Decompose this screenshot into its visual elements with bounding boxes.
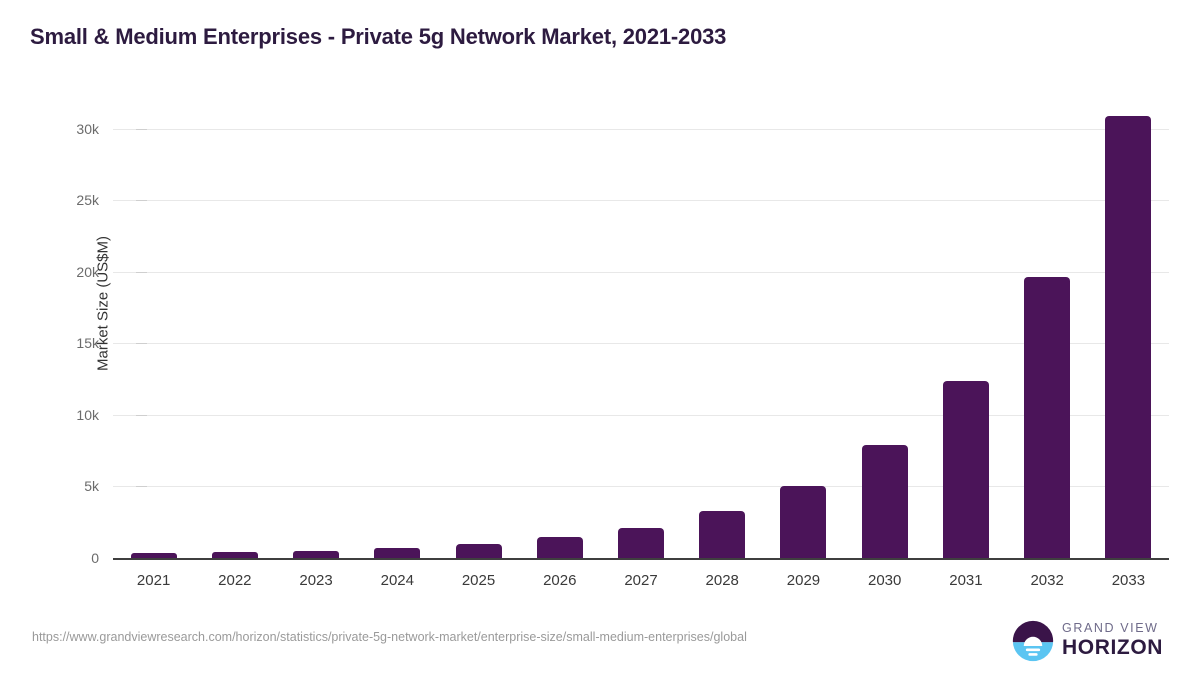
x-tick-label-2031: 2031 xyxy=(949,572,983,589)
x-tick-label-2022: 2022 xyxy=(218,572,252,589)
x-tick-label-2025: 2025 xyxy=(461,572,496,589)
page-title: Small & Medium Enterprises - Private 5g … xyxy=(30,24,727,49)
x-axis-line xyxy=(113,558,1169,560)
y-tick-label: 10k xyxy=(76,406,99,423)
y-axis-title: Market Size (US$M) xyxy=(94,235,112,372)
gridline xyxy=(113,200,1169,202)
y-tick-label: 20k xyxy=(76,263,99,280)
bars-layer xyxy=(113,100,1169,558)
y-tick-mark xyxy=(136,128,147,130)
y-tick-mark xyxy=(136,200,147,202)
logo-wordmark: GRAND VIEW HORIZON xyxy=(1062,621,1163,659)
source-url[interactable]: https://www.grandviewresearch.com/horizo… xyxy=(32,630,747,644)
x-tick-label-2033: 2033 xyxy=(1111,572,1146,589)
bar-2029[interactable] xyxy=(780,485,827,558)
gridline xyxy=(113,128,1169,130)
bar-2026[interactable] xyxy=(536,537,583,558)
bar-2022[interactable] xyxy=(211,552,258,558)
x-tick-label-2032: 2032 xyxy=(1030,572,1064,589)
y-tick-mark xyxy=(136,414,147,416)
bar-2024[interactable] xyxy=(374,548,421,558)
bar-2028[interactable] xyxy=(699,511,746,558)
brand-logo[interactable]: GRAND VIEW HORIZON xyxy=(1012,617,1164,665)
logo-bottom-text: HORIZON xyxy=(1062,636,1164,659)
y-tick-label: 25k xyxy=(76,192,99,209)
bar-2021[interactable] xyxy=(130,553,177,558)
y-tick-mark xyxy=(136,343,147,345)
y-tick-label: 15k xyxy=(76,335,99,352)
bar-2031[interactable] xyxy=(942,380,989,558)
gridline xyxy=(113,486,1169,488)
x-tick-label-2027: 2027 xyxy=(624,572,658,589)
x-tick-label-2028: 2028 xyxy=(705,572,739,589)
x-tick-label-2024: 2024 xyxy=(380,572,414,589)
x-tick-label-2023: 2023 xyxy=(299,572,333,589)
y-tick-label: 0 xyxy=(91,550,99,566)
gridline xyxy=(113,271,1169,273)
x-tick-label-2029: 2029 xyxy=(786,572,821,589)
y-tick-label: 30k xyxy=(76,120,99,137)
bar-2025[interactable] xyxy=(455,544,502,558)
plot-area xyxy=(113,100,1169,559)
x-tick-label-2030: 2030 xyxy=(868,572,902,589)
bar-2027[interactable] xyxy=(618,527,664,558)
y-tick-label: 5k xyxy=(84,478,99,495)
y-axis-ticks: 0 5k 10k 15k 20k 25k 30k xyxy=(35,100,147,566)
x-axis-labels: 2021 2022 2023 2024 2025 2026 2027 2028 2029 2030… xyxy=(113,572,1169,598)
bar-2030[interactable] xyxy=(861,445,908,558)
x-tick-label-2021: 2021 xyxy=(136,572,171,589)
horizon-sun-circle-icon xyxy=(1012,620,1054,662)
logo-top-text: GRAND VIEW xyxy=(1062,621,1159,635)
gridline xyxy=(113,414,1169,416)
bar-2023[interactable] xyxy=(293,550,340,558)
gridline xyxy=(113,343,1169,345)
y-tick-mark xyxy=(136,271,147,273)
y-tick-mark xyxy=(136,486,147,488)
bar-2033[interactable] xyxy=(1105,116,1152,558)
x-tick-label-2026: 2026 xyxy=(543,572,577,589)
bar-2032[interactable] xyxy=(1024,277,1071,558)
